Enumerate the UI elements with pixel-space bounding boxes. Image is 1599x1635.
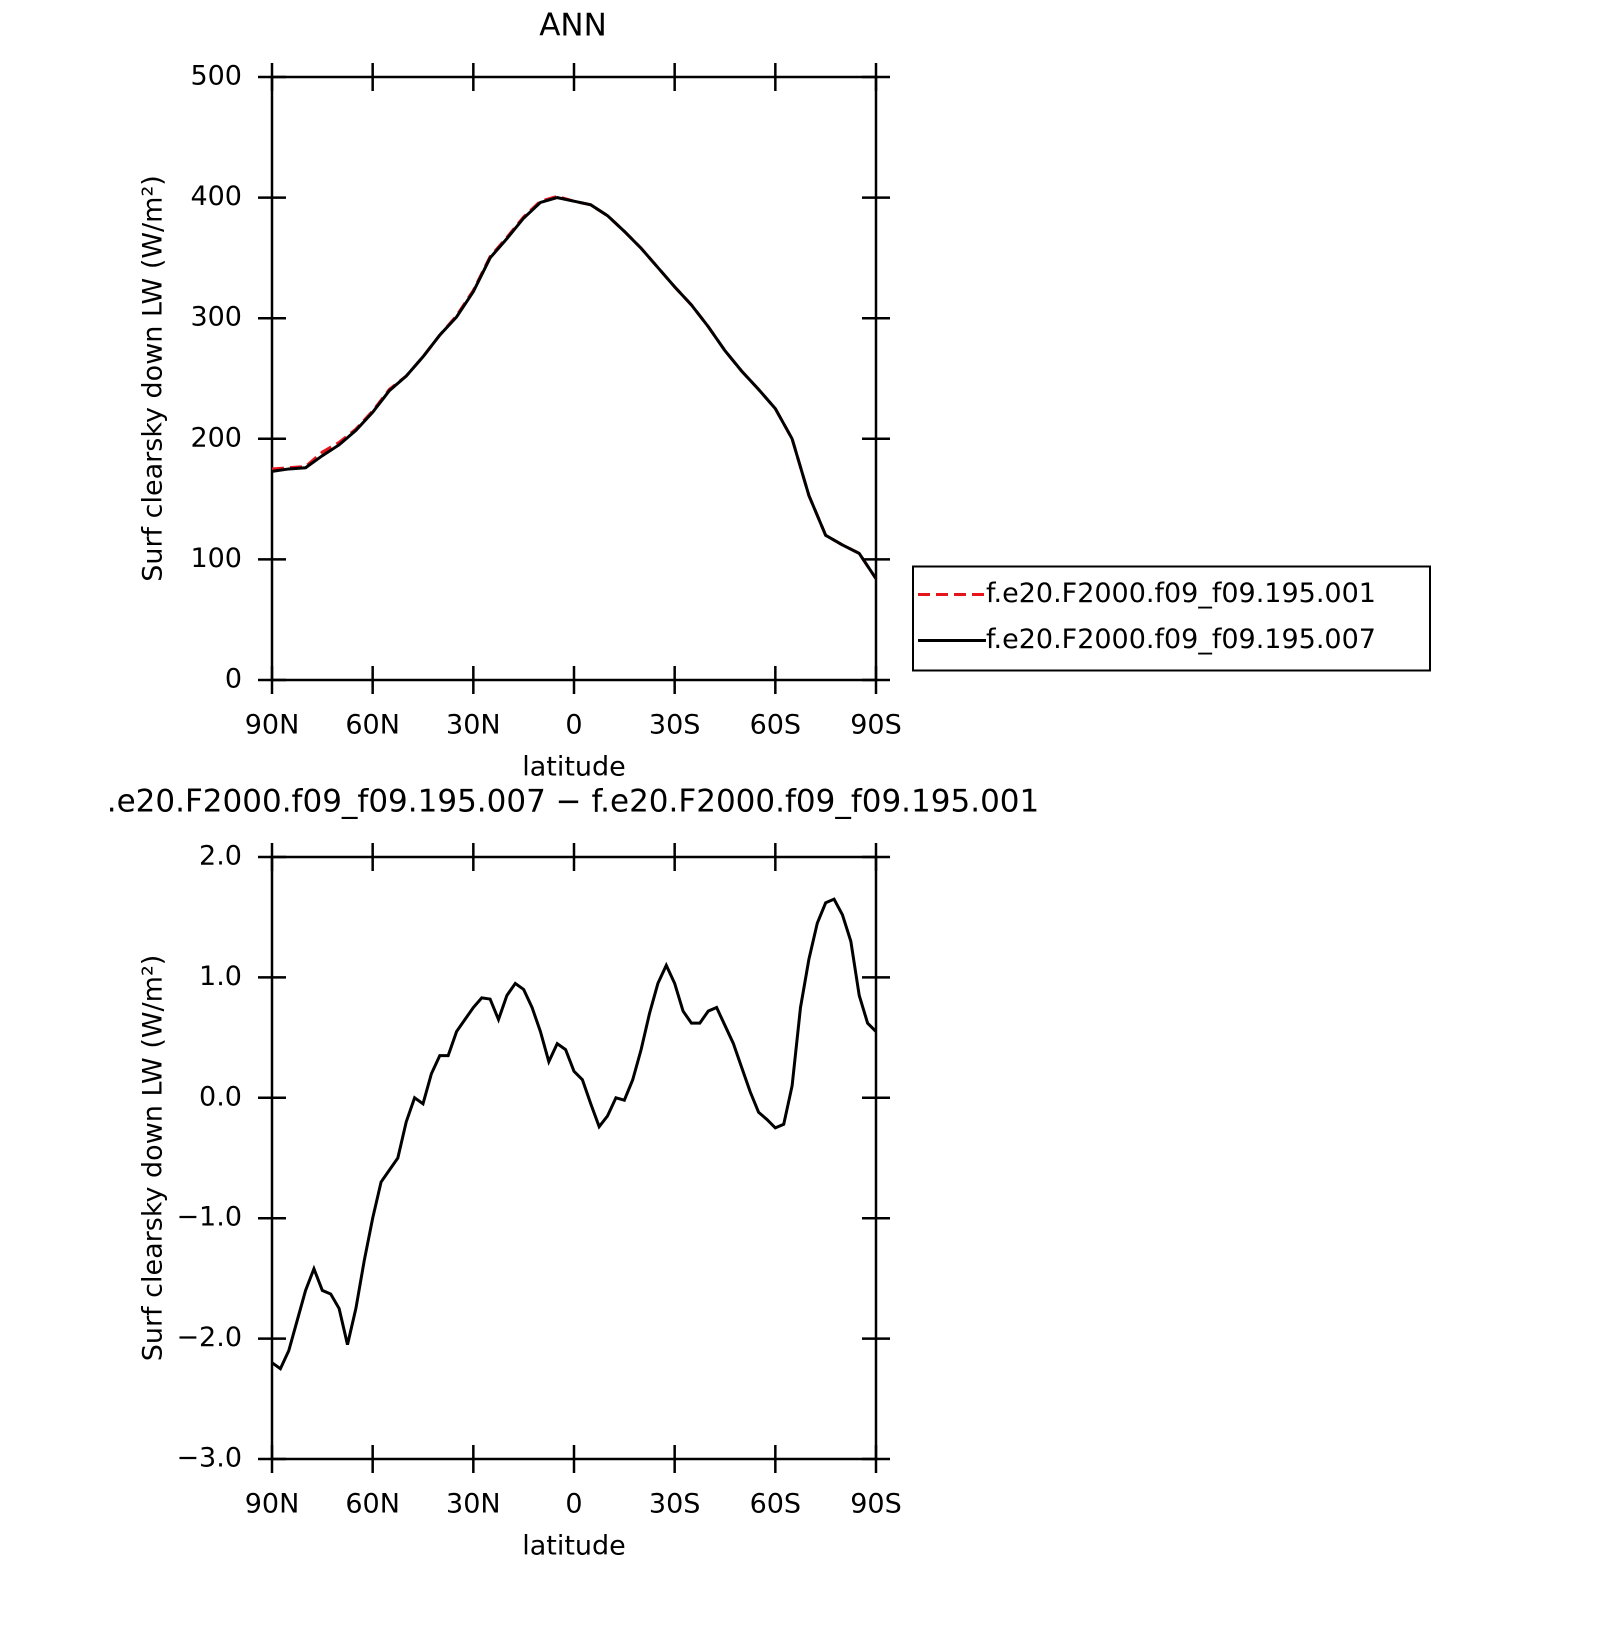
y-axis-label: Surf clearsky down LW (W/m²) [138, 175, 169, 582]
x-tick-label: 60S [750, 1489, 802, 1520]
y-tick-label: 2.0 [199, 841, 242, 872]
y-tick-label: 400 [190, 181, 242, 212]
legend-label: f.e20.F2000.f09_f09.195.007 [986, 624, 1376, 655]
x-tick-label: 0 [565, 1489, 582, 1520]
x-tick-label: 90N [245, 1489, 300, 1520]
x-tick-label: 30N [446, 710, 501, 741]
y-tick-label: 100 [190, 543, 242, 574]
x-tick-label: 30S [649, 1489, 701, 1520]
x-axis-label: latitude [522, 1531, 626, 1562]
x-tick-label: 60N [345, 1489, 400, 1520]
x-tick-label: 90N [245, 710, 300, 741]
x-tick-label: 0 [565, 710, 582, 741]
legend-box [912, 565, 1431, 672]
x-tick-label: 60N [345, 710, 400, 741]
plot-frame [270, 75, 878, 682]
x-tick-label: 30S [649, 710, 701, 741]
y-tick-label: −2.0 [176, 1322, 242, 1353]
data-line [271, 897, 878, 1371]
plot-frame [270, 855, 878, 1461]
chart-title: ANN [539, 8, 607, 44]
y-tick-label: 200 [190, 422, 242, 453]
y-tick-label: 0.0 [199, 1081, 242, 1112]
x-tick-label: 30N [446, 1489, 501, 1520]
y-tick-label: −3.0 [176, 1443, 242, 1474]
data-line [271, 196, 878, 580]
x-tick-label: 90S [850, 710, 902, 741]
x-tick-label: 90S [850, 1489, 902, 1520]
y-tick-label: 1.0 [199, 961, 242, 992]
x-axis-label: latitude [522, 752, 626, 783]
data-line [271, 194, 878, 580]
y-tick-label: 300 [190, 302, 242, 333]
legend-label: f.e20.F2000.f09_f09.195.001 [986, 578, 1376, 609]
y-tick-label: 500 [190, 61, 242, 92]
chart-title: .e20.F2000.f09_f09.195.007 − f.e20.F2000… [107, 784, 1039, 820]
x-tick-label: 60S [750, 710, 802, 741]
y-tick-label: −1.0 [176, 1202, 242, 1233]
y-tick-label: 0 [225, 664, 242, 695]
y-axis-label: Surf clearsky down LW (W/m²) [138, 955, 169, 1362]
